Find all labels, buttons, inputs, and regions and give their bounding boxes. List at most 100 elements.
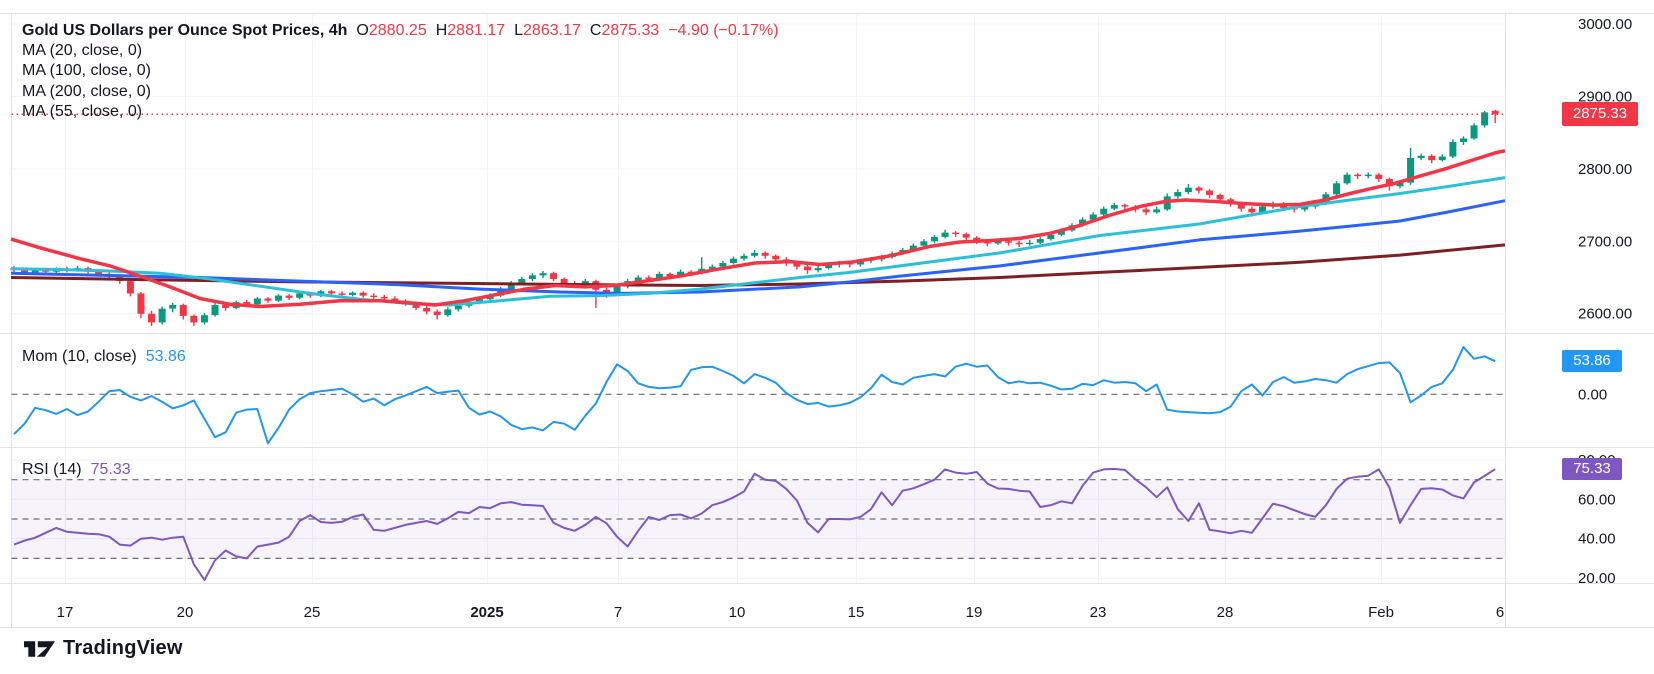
candle-body (412, 303, 420, 308)
candle-body (275, 295, 282, 301)
time-axis-label: 28 (1217, 604, 1234, 621)
rsi-line (13, 467, 1496, 581)
ma-100-legend[interactable]: MA (100, close, 0) (22, 62, 151, 80)
ma-55-legend[interactable]: MA (55, close, 0) (22, 102, 143, 120)
time-axis-label: 19 (966, 604, 983, 621)
candle-body (1110, 205, 1118, 209)
candle-body (550, 273, 558, 279)
candle-body (338, 293, 346, 295)
ma-200-legend[interactable]: MA (200, close, 0) (22, 82, 151, 100)
candle-body (1015, 242, 1023, 245)
candle-body (476, 299, 484, 303)
candle-body (1396, 182, 1404, 187)
candle-body (1121, 205, 1129, 207)
candle-body (1481, 112, 1489, 126)
change-value: −4.90 (−0.17%) (668, 22, 779, 39)
candle-body (1258, 206, 1266, 213)
momentum-axis-label: 0.00 (1578, 386, 1607, 403)
candle-body (539, 273, 547, 276)
ma-55-line (10, 176, 1506, 307)
tradingview-logo-text: TradingView (63, 637, 183, 659)
main-legend: Gold US Dollars per Ounce Spot Prices, 4… (22, 21, 779, 122)
panel-separators (0, 13, 1654, 628)
tradingview-logo[interactable]: TradingView (24, 637, 183, 660)
candle-body (1459, 138, 1467, 143)
candle-body (528, 275, 536, 279)
high-key: H (435, 22, 448, 39)
candle-body (719, 263, 727, 267)
candle-body (1142, 209, 1150, 213)
time-axis-label: 2025 (470, 604, 503, 621)
vertical-gridlines (65, 13, 1382, 584)
price-axis-label: 2600.00 (1578, 306, 1632, 323)
time-axis-label: 25 (304, 604, 321, 621)
time-axis-label: Feb (1368, 604, 1394, 621)
ma-20-legend[interactable]: MA (20, close, 0) (22, 42, 143, 59)
candle-body (1174, 192, 1182, 197)
candle-body (137, 293, 145, 314)
candle-body (433, 311, 441, 316)
candle-body (21, 270, 29, 273)
candle-body (380, 297, 388, 299)
candle-body (31, 269, 39, 273)
rsi-axis-label: 40.00 (1578, 531, 1616, 548)
candle-body (655, 273, 663, 279)
candle-body (444, 309, 452, 316)
candle-body (793, 263, 801, 267)
rsi-axis-label: 60.00 (1578, 491, 1616, 508)
candle-body (740, 255, 748, 259)
candle-body (825, 264, 833, 269)
symbol-legend-row[interactable]: Gold US Dollars per Ounce Spot Prices, 4… (22, 21, 779, 41)
candle-body (1301, 206, 1309, 210)
candle-body (1026, 242, 1034, 245)
candle-body (1407, 157, 1415, 183)
candle-body (814, 268, 822, 271)
candle-body (1428, 155, 1436, 161)
candle-body (772, 255, 780, 260)
candle-body (1354, 174, 1362, 177)
rsi-value: 75.33 (90, 461, 131, 478)
candle-body (169, 305, 177, 309)
candle-body (507, 283, 515, 290)
candle-body (994, 241, 1002, 244)
candle-body (148, 313, 156, 323)
horizontal-gridlines (11, 23, 1506, 579)
symbol-title: Gold US Dollars per Ounce Spot Prices, 4… (22, 22, 348, 39)
candle-body (909, 245, 917, 250)
candle-body (1216, 194, 1224, 200)
candle-body (1237, 203, 1245, 209)
time-axis-label: 20 (177, 604, 194, 621)
candle-body (1184, 187, 1192, 193)
momentum-line (13, 346, 1496, 445)
candle-body (296, 293, 304, 298)
candle-body (391, 298, 399, 301)
candle-body (1364, 174, 1372, 177)
candle-body (264, 298, 272, 301)
candle-body (222, 305, 230, 308)
candle-body (1333, 183, 1340, 195)
candle-body (359, 292, 367, 296)
candle-body (1438, 156, 1446, 161)
price-axis-label: 2800.00 (1578, 161, 1632, 178)
candle-body (1005, 241, 1013, 243)
price-axis-label: 2900.00 (1578, 88, 1632, 105)
close-value: 2875.33 (601, 22, 660, 39)
candle-body (962, 234, 970, 238)
candles[interactable] (10, 110, 1499, 327)
high-value: 2881.17 (447, 22, 506, 39)
candle-body (751, 252, 759, 256)
rsi-legend[interactable]: RSI (14) 75.33 (22, 460, 131, 480)
candle-body (613, 286, 621, 294)
candle-body (179, 305, 187, 316)
candle-body (1195, 187, 1203, 191)
time-axis[interactable]: 17 20 25 2025 7 10 15 19 23 28 Feb 6 (57, 604, 1505, 621)
momentum-label: Mom (10, close) (22, 348, 137, 365)
candle-body (454, 305, 462, 310)
candle-body (930, 236, 938, 242)
momentum-legend[interactable]: Mom (10, close) 53.86 (22, 347, 186, 367)
ma-100-line (10, 199, 1506, 295)
candle-body (560, 278, 568, 284)
candle-body (158, 308, 166, 323)
candle-body (729, 258, 737, 264)
